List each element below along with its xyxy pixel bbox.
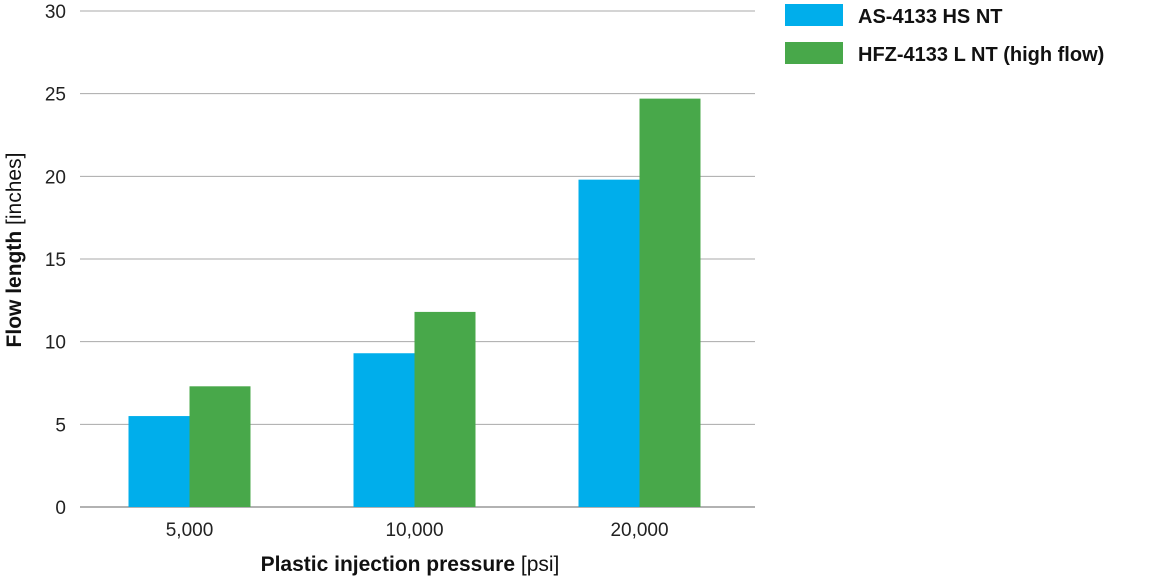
y-tick-label: 20: [45, 167, 66, 188]
x-tick-label: 20,000: [610, 520, 668, 541]
y-tick-label: 10: [45, 333, 66, 354]
bar: [189, 386, 251, 507]
y-axis-title: Flow length [inches]: [3, 153, 26, 348]
legend: AS-4133 HS NT HFZ-4133 L NT (high flow): [785, 4, 1104, 66]
bar: [128, 416, 190, 507]
y-tick-label: 15: [45, 250, 66, 271]
x-tick-label: 5,000: [166, 520, 214, 541]
x-tick-label: 10,000: [385, 520, 443, 541]
y-tick-label: 30: [45, 2, 66, 23]
bar: [578, 179, 640, 507]
legend-swatch: [785, 4, 843, 26]
legend-label: HFZ-4133 L NT (high flow): [858, 44, 1104, 66]
y-tick-label: 0: [55, 498, 66, 519]
y-tick-label: 25: [45, 85, 66, 106]
legend-swatch: [785, 42, 843, 64]
x-axis-title: Plastic injection pressure [psi]: [261, 553, 560, 576]
legend-label: AS-4133 HS NT: [858, 6, 1003, 28]
bar: [414, 311, 476, 507]
y-tick-label: 5: [55, 415, 66, 436]
bar: [353, 353, 415, 507]
bar: [639, 98, 701, 508]
